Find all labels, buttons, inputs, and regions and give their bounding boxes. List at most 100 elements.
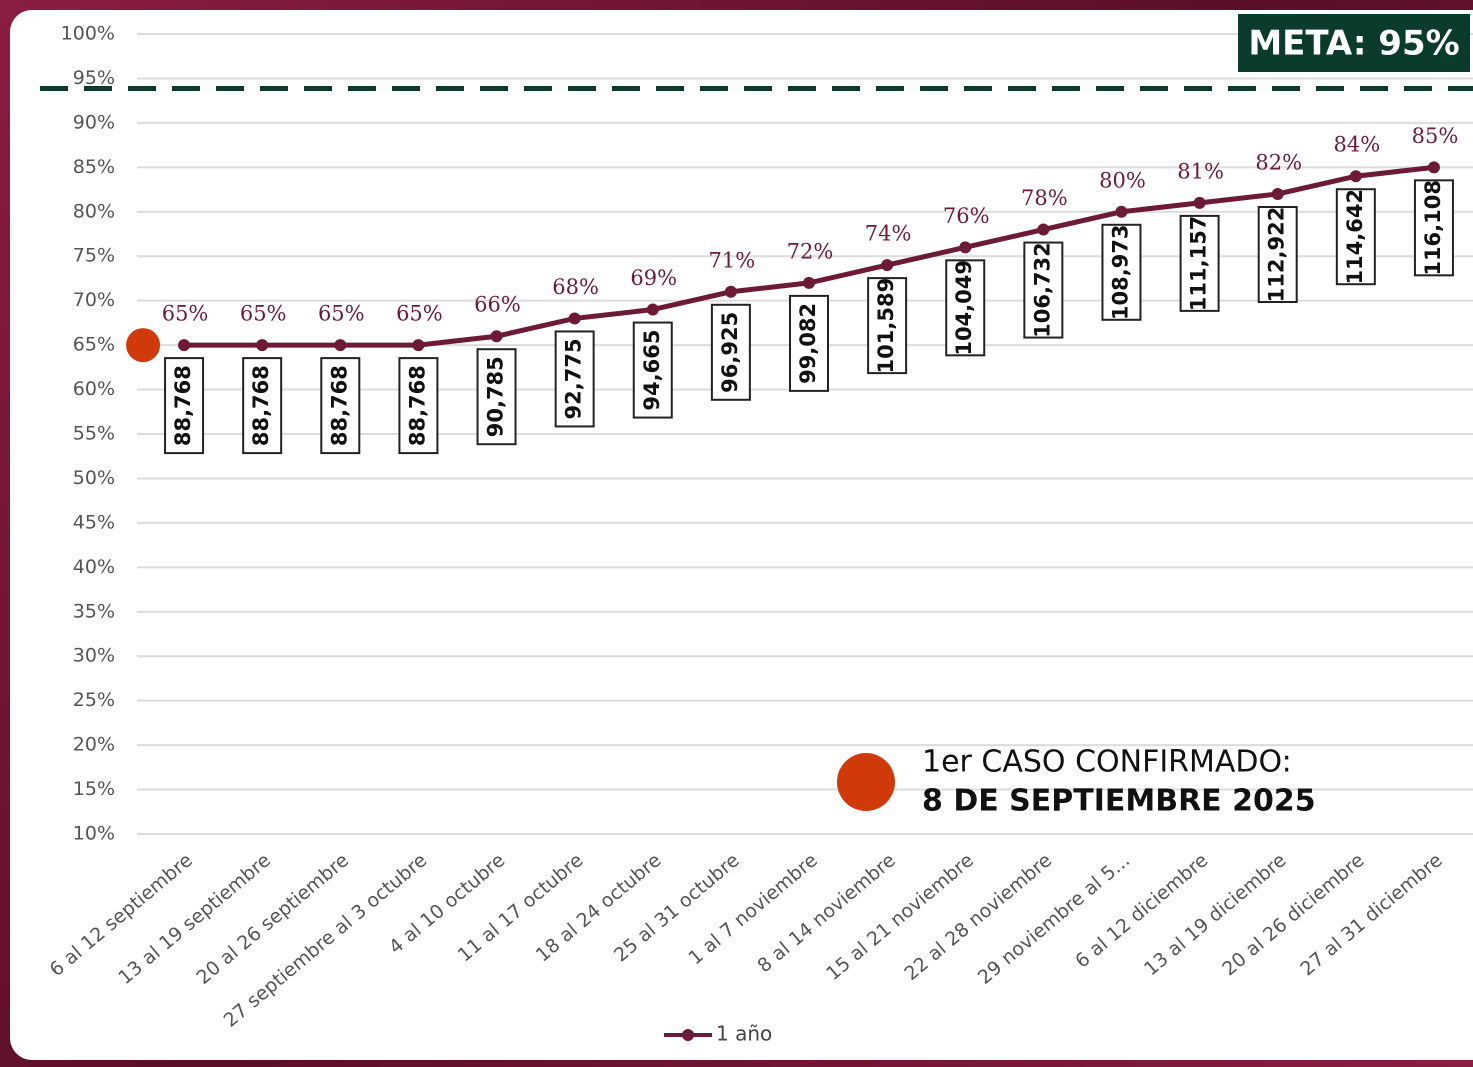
point (568, 312, 581, 325)
target-box (1238, 14, 1470, 72)
y-tick-label: 55% (73, 423, 115, 445)
count-label: 88,768 (249, 365, 273, 446)
point (1349, 170, 1362, 183)
point (1271, 188, 1284, 200)
y-tick-label: 85% (73, 156, 115, 178)
y-tick-label: 95% (73, 67, 115, 89)
value-label: 65% (318, 302, 365, 326)
count-box (1179, 214, 1220, 312)
x-tick-label: 27 al 31 diciembre (1296, 849, 1446, 980)
count-label: 99,082 (796, 303, 820, 384)
x-tick-label: 6 al 12 diciembre (1071, 849, 1212, 972)
count-label: 114,642 (1343, 189, 1367, 285)
count-box (1101, 223, 1142, 321)
y-tick-label: 25% (73, 689, 115, 711)
annotation-line: 1er CASO CONFIRMADO: (922, 745, 1292, 780)
y-tick-label: 80% (73, 200, 115, 222)
y-tick-label: 100% (61, 23, 115, 45)
value-label: 81% (1177, 159, 1224, 183)
count-box (476, 348, 517, 446)
first-case-marker (126, 328, 161, 363)
y-tick-label: 15% (73, 778, 115, 800)
x-tick-label: 22 al 28 noviembre (900, 849, 1056, 985)
value-label: 76% (943, 204, 990, 228)
x-tick-label: 20 al 26 diciembre (1218, 849, 1368, 980)
value-label: 74% (865, 222, 912, 246)
point (881, 259, 894, 272)
value-label: 85% (1412, 124, 1459, 148)
x-tick-label: 1 al 7 noviembre (684, 849, 821, 969)
value-label: 84% (1333, 133, 1380, 157)
count-box (1335, 188, 1376, 286)
y-tick-label: 60% (73, 378, 115, 400)
count-label: 88,768 (405, 365, 429, 446)
annotation-line: 8 DE SEPTIEMBRE 2025 (922, 784, 1316, 819)
point (1193, 196, 1206, 209)
count-label: 90,785 (484, 356, 508, 437)
count-label: 101,589 (874, 278, 898, 374)
point (334, 339, 347, 352)
x-tick-label: 8 al 14 noviembre (753, 849, 900, 977)
count-box (164, 357, 205, 455)
point (412, 339, 425, 352)
count-box (1413, 179, 1454, 277)
y-tick-label: 20% (73, 734, 115, 756)
value-label: 80% (1099, 168, 1146, 192)
target-label: META: 95% (1248, 24, 1459, 64)
count-box (398, 357, 439, 455)
y-tick-label: 30% (73, 645, 115, 667)
legend-label: 1 año (716, 1022, 772, 1046)
value-label: 82% (1255, 151, 1302, 175)
y-tick-label: 35% (73, 600, 115, 622)
value-label: 65% (162, 302, 209, 326)
point (178, 339, 191, 352)
y-tick-label: 10% (73, 823, 115, 845)
count-box (242, 357, 283, 455)
legend-dot (682, 1029, 694, 1041)
annotation-dot (837, 753, 895, 811)
y-tick-label: 40% (73, 556, 115, 578)
count-box (320, 357, 361, 455)
point (256, 339, 269, 352)
count-label: 94,665 (640, 330, 664, 411)
point (646, 303, 659, 316)
value-label: 72% (787, 239, 834, 263)
value-label: 71% (709, 248, 756, 272)
point (1037, 223, 1050, 236)
value-label: 65% (240, 302, 287, 326)
y-tick-label: 50% (73, 467, 115, 489)
count-box (867, 277, 908, 375)
count-box (554, 330, 595, 428)
y-tick-label: 45% (73, 511, 115, 533)
point (724, 285, 737, 298)
y-tick-label: 75% (73, 245, 115, 267)
value-label: 69% (630, 266, 677, 290)
x-tick-label: 29 noviembre al 5... (974, 849, 1134, 989)
panel (10, 10, 1473, 1060)
count-label: 88,768 (171, 365, 195, 446)
count-label: 96,925 (718, 312, 742, 393)
x-tick-label: 6 al 12 septiembre (46, 849, 197, 981)
count-label: 116,108 (1421, 180, 1445, 276)
count-box (945, 259, 986, 357)
x-tick-label: 15 al 21 noviembre (822, 849, 978, 985)
count-box (789, 294, 829, 392)
value-label: 78% (1021, 186, 1068, 210)
y-tick-label: 65% (73, 334, 115, 356)
point (959, 241, 972, 254)
x-tick-label: 20 al 26 septiembre (192, 849, 353, 989)
count-label: 88,768 (327, 365, 351, 446)
y-tick-label: 90% (73, 111, 115, 133)
count-label: 92,775 (562, 338, 586, 419)
x-tick-label: 13 al 19 septiembre (114, 849, 275, 989)
y-tick-label: 70% (73, 289, 115, 311)
count-box (632, 321, 673, 419)
count-label: 112,922 (1265, 207, 1289, 303)
count-label: 106,732 (1030, 242, 1054, 338)
count-label: 111,157 (1187, 216, 1211, 312)
count-box (1257, 206, 1298, 303)
point (803, 276, 815, 289)
point (490, 330, 503, 343)
